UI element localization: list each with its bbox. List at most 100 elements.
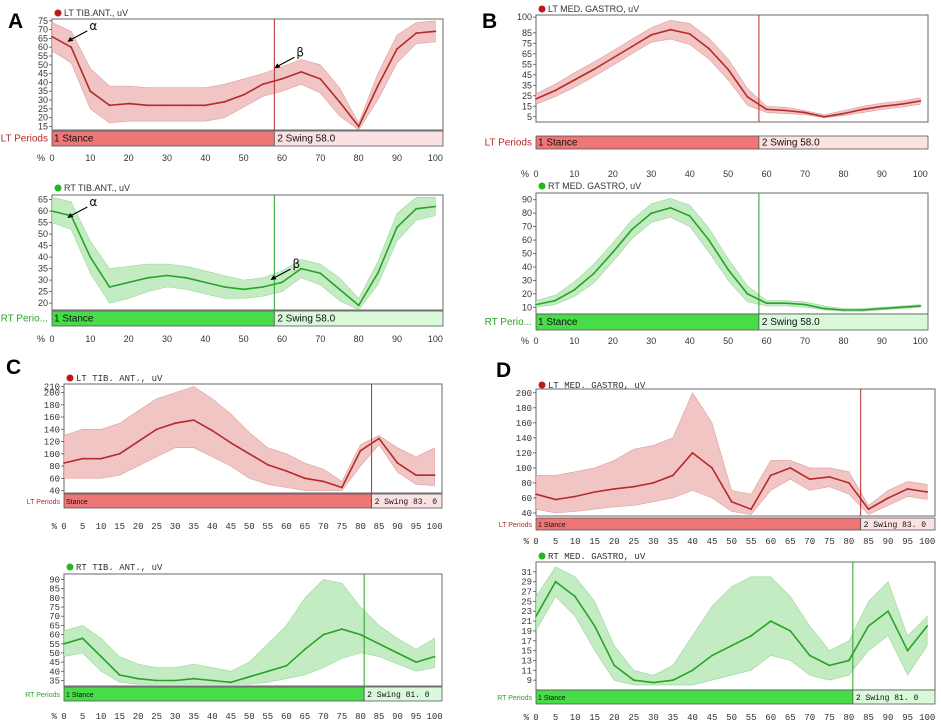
y-tick-label: 60 — [49, 631, 60, 641]
y-tick-label: 40 — [49, 487, 60, 497]
data-point — [303, 477, 306, 480]
x-tick-label: 70 — [315, 153, 325, 163]
annotation-arrow — [70, 206, 88, 217]
data-point — [211, 429, 214, 432]
data-point — [242, 288, 245, 291]
data-point — [89, 256, 92, 258]
data-point — [880, 307, 883, 310]
x-tick-label: 35 — [188, 712, 199, 722]
data-point — [192, 419, 195, 422]
x-tick-label: 55 — [746, 537, 757, 547]
y-tick-label: 13 — [521, 656, 532, 666]
x-tick-label: 100 — [426, 522, 442, 532]
data-point — [242, 93, 245, 96]
x-tick-label: 50 — [726, 537, 737, 547]
swing-label: 2 Swing 58.0 — [277, 134, 335, 145]
data-point — [211, 679, 214, 682]
y-tick-label: 65 — [522, 49, 532, 59]
y-tick-label: 60 — [522, 235, 532, 245]
data-point — [611, 57, 614, 59]
data-point — [900, 103, 902, 106]
chart-title: RT TIB.ANT., uV — [64, 183, 130, 193]
data-point — [652, 482, 655, 484]
data-point — [554, 89, 557, 92]
y-tick-label: 30 — [38, 95, 48, 105]
data-point — [750, 508, 753, 511]
x-tick-label: 60 — [762, 336, 772, 346]
swing-label: 2 Swing 81. 0 — [856, 694, 919, 703]
chart-title: LT MED. GASTRO, uV — [548, 4, 639, 14]
period-label: LT Periods — [485, 138, 532, 149]
data-point — [632, 485, 635, 488]
x-tick-label: 65 — [785, 537, 796, 547]
chart-c-top: LT TIB. ANT., uV406080100120140160180200… — [27, 374, 443, 532]
data-point — [396, 652, 399, 654]
stance-label: 1 Stance — [538, 317, 578, 328]
sd-band — [63, 386, 435, 491]
data-point — [108, 104, 111, 107]
x-tick-label: 5 — [553, 537, 558, 547]
x-tick-label: 0 — [49, 334, 54, 344]
x-tick-label: 90 — [392, 334, 402, 344]
data-point — [229, 441, 232, 444]
x-tick-label: 0 — [49, 153, 54, 163]
swing-bar — [371, 493, 443, 509]
period-label: LT Periods — [27, 499, 61, 506]
data-point — [769, 474, 772, 477]
x-tick-label: 100 — [426, 712, 442, 722]
data-point — [887, 610, 889, 613]
arrowhead-icon — [67, 213, 74, 218]
x-tick-label: 10 — [85, 153, 95, 163]
x-axis-label: % — [52, 712, 58, 722]
x-tick-label: 80 — [354, 334, 364, 344]
x-tick-label: 15 — [114, 522, 125, 532]
data-point — [281, 281, 283, 284]
x-tick-label: 45 — [707, 537, 718, 547]
data-point — [828, 476, 831, 478]
y-tick-label: 140 — [44, 425, 60, 435]
y-tick-label: 40 — [521, 509, 532, 519]
stance-bar — [63, 686, 365, 702]
x-tick-label: 40 — [687, 713, 698, 723]
x-tick-label: 25 — [151, 712, 162, 722]
data-point — [574, 495, 577, 498]
x-tick-label: 90 — [392, 712, 403, 722]
annotation-arrow — [273, 268, 291, 279]
y-tick-label: 75 — [522, 38, 532, 48]
y-tick-label: 100 — [516, 464, 532, 474]
data-point — [166, 274, 168, 277]
x-tick-label: 75 — [824, 713, 835, 723]
chart-d-top: LT MED. GASTRO, uV4060801001201401601802… — [499, 381, 936, 547]
x-tick-label: 15 — [589, 537, 600, 547]
data-point — [376, 272, 379, 275]
y-tick-label: 120 — [44, 438, 60, 448]
chart-b-top: LT MED. GASTRO, uV51525354555657585100LT… — [485, 4, 929, 179]
y-tick-label: 35 — [49, 676, 60, 686]
sd-band — [51, 196, 436, 311]
x-tick-label: 60 — [765, 713, 776, 723]
x-tick-label: 95 — [411, 712, 422, 722]
x-tick-label: 10 — [570, 713, 581, 723]
data-point — [185, 276, 188, 279]
stance-bar — [535, 689, 854, 705]
x-tick-label: 95 — [902, 713, 913, 723]
data-point — [166, 104, 168, 107]
arrowhead-icon — [67, 36, 74, 42]
data-point — [631, 228, 633, 231]
data-point — [688, 214, 691, 217]
x-tick-label: 10 — [570, 537, 581, 547]
data-point — [906, 649, 909, 652]
y-tick-label: 40 — [38, 252, 48, 262]
y-tick-label: 10 — [522, 302, 532, 312]
data-point — [861, 309, 864, 311]
y-tick-label: 50 — [38, 60, 48, 70]
data-point — [434, 30, 437, 33]
x-tick-label: 60 — [281, 522, 292, 532]
x-tick-label: 85 — [863, 537, 874, 547]
x-tick-label: 50 — [239, 334, 249, 344]
data-point — [632, 679, 635, 682]
y-tick-label: 25 — [38, 287, 48, 297]
data-point — [867, 508, 870, 511]
data-point — [592, 272, 595, 275]
